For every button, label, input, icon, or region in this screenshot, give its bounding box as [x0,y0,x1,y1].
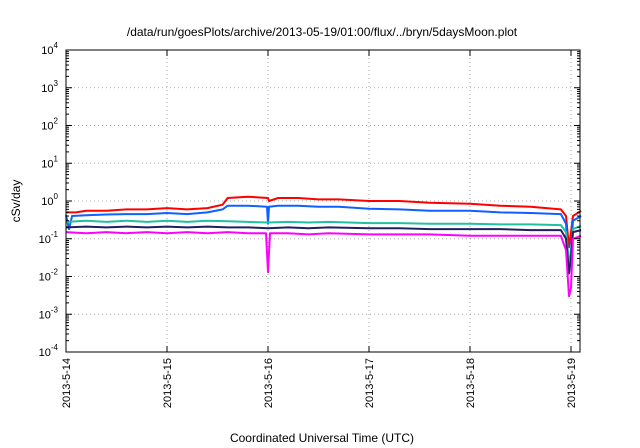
x-tick-label: 2013-5-19 [566,358,578,408]
x-tick-label: 2013-5-18 [465,358,477,408]
grid [66,50,580,352]
x-tick-label: 2013-5-14 [61,358,73,408]
y-tick-label: 104 [41,41,58,57]
series-line-3 [65,219,582,267]
x-tick-label: 2013-5-17 [364,358,376,408]
y-tick-label: 10-1 [39,230,59,246]
x-axis-title: Coordinated Universal Time (UTC) [230,431,414,445]
y-tick-label: 10-4 [39,343,59,359]
x-tick-labels: 2013-5-14 2013-5-15 2013-5-16 2013-5-17 2013… [61,358,578,408]
ticks [65,49,580,353]
y-tick-label: 100 [41,192,58,208]
y-axis-title: cSv/day [9,180,23,223]
x-tick-label: 2013-5-16 [263,358,275,408]
series-line-2 [65,204,582,271]
x-tick-label: 2013-5-15 [162,358,174,408]
series-line-1 [66,195,582,249]
series-line-4 [65,225,582,275]
y-tick-label: 10-3 [39,305,59,321]
y-tick-labels: 104 103 102 101 100 10-1 10-2 10-3 10-4 [39,41,59,359]
series-line-5 [65,231,582,298]
series-layer [65,195,582,298]
y-tick-label: 101 [41,154,58,170]
y-tick-label: 10-2 [39,268,59,284]
chart-title: /data/run/goesPlots/archive/2013-05-19/0… [127,25,518,39]
y-tick-label: 103 [41,79,58,95]
y-tick-label: 102 [41,117,58,133]
